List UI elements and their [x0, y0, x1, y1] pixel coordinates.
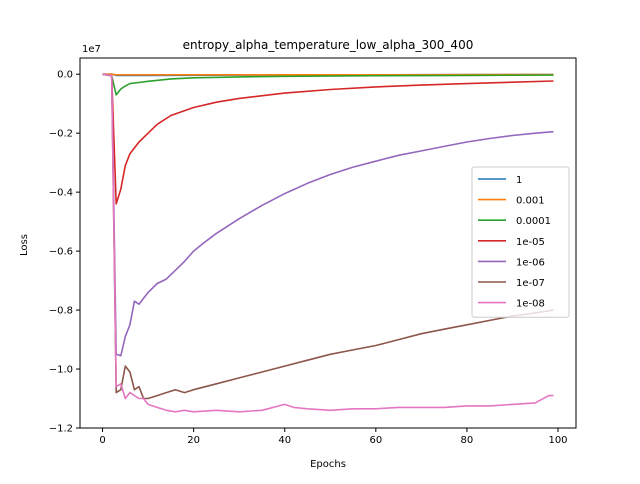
y-axis-label: Loss — [19, 234, 30, 256]
series-lines — [102, 73, 554, 413]
x-axis-label: Epochs — [310, 459, 346, 470]
series-line-1 — [102, 73, 554, 76]
legend-label-1: 0.001 — [516, 196, 545, 207]
y-tick-label: 0.0 — [57, 70, 73, 81]
series-line-2 — [102, 73, 554, 96]
y-tick-label: −1.0 — [49, 365, 73, 376]
y-multiplier-label: 1e7 — [82, 44, 101, 55]
y-tick-label: −0.4 — [49, 188, 73, 199]
legend-label-0: 1 — [516, 175, 522, 186]
plot-frame — [79, 57, 577, 429]
legend-box — [471, 166, 570, 318]
chart-title: entropy_alpha_temperature_low_alpha_300_… — [183, 38, 474, 52]
legend-label-3: 1e-05 — [516, 237, 545, 248]
x-tick-label: 60 — [369, 435, 382, 446]
y-tick-label: −0.2 — [49, 129, 73, 140]
x-tick-label: 80 — [461, 435, 474, 446]
legend-label-6: 1e-08 — [516, 299, 545, 310]
x-tick-label: 100 — [548, 435, 567, 446]
legend: 1 0.001 0.0001 1e-05 1e-06 1e-07 1e-08 — [471, 166, 570, 318]
series-line-4 — [102, 73, 554, 357]
y-tick-label: −0.8 — [49, 306, 73, 317]
series-line-3 — [102, 73, 554, 205]
series-line-6 — [102, 73, 554, 413]
y-tick-label: −1.2 — [49, 424, 73, 435]
x-tick-label: 20 — [187, 435, 200, 446]
legend-label-5: 1e-07 — [516, 278, 545, 289]
legend-label-4: 1e-06 — [516, 257, 545, 268]
y-tick-label: −0.6 — [49, 247, 73, 258]
x-tick-label: 0 — [99, 435, 105, 446]
axis-ticks: 0 20 40 60 80 100 0.0 −0.2 −0.4 −0.6 −0.8 −1.0 −1.2 — [49, 70, 568, 446]
series-line-5 — [102, 73, 554, 400]
x-tick-label: 40 — [278, 435, 291, 446]
legend-label-2: 0.0001 — [516, 216, 551, 227]
